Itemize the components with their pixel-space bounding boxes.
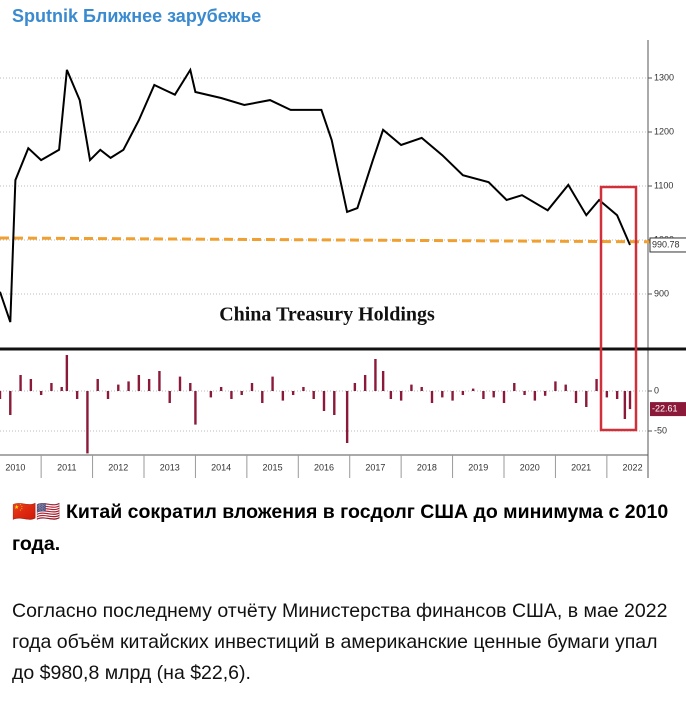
bar [410, 384, 413, 391]
bar [502, 391, 506, 403]
bar [399, 391, 403, 401]
chart-title: China Treasury Holdings [219, 304, 435, 326]
y-tick-label: 0 [654, 385, 659, 395]
bar [137, 375, 141, 391]
bar [261, 391, 264, 403]
bar [75, 391, 79, 399]
reference-line [0, 236, 686, 244]
bar [0, 391, 2, 399]
bar [574, 391, 578, 403]
channel-name[interactable]: Sputnik Ближнее зарубежье [12, 6, 262, 26]
bar [461, 391, 465, 395]
bar [595, 379, 598, 391]
bar [312, 391, 315, 399]
last-value-box [650, 402, 686, 417]
bar [492, 391, 495, 398]
bar [127, 381, 130, 391]
bar [623, 391, 627, 419]
bar [29, 379, 33, 391]
bar [209, 391, 213, 398]
bar [533, 391, 537, 401]
x-tick-label: 2015 [263, 462, 283, 472]
x-tick-label: 2021 [571, 462, 591, 472]
bar [381, 371, 385, 391]
bar [482, 391, 485, 399]
bar [106, 391, 110, 399]
bar [271, 376, 274, 391]
bar [564, 384, 567, 391]
bar [178, 376, 182, 391]
x-tick-label: 2020 [520, 462, 540, 472]
bar [194, 391, 197, 425]
x-tick-label: 2022 [623, 462, 643, 472]
x-tick-label: 2016 [314, 462, 334, 472]
x-tick-label: 2017 [365, 462, 385, 472]
bar [189, 383, 192, 391]
y-tick-label: 1100 [654, 180, 673, 190]
bar [281, 391, 285, 401]
bar [345, 391, 349, 443]
bar [96, 379, 99, 391]
chart-background [0, 40, 686, 480]
bar [430, 391, 434, 403]
bar [250, 383, 254, 391]
bar [363, 375, 367, 391]
bar [585, 391, 588, 407]
bar [117, 384, 120, 391]
bar [168, 391, 171, 403]
bar [513, 383, 516, 391]
bar [230, 391, 233, 399]
highlight-box [599, 185, 638, 432]
bar [50, 383, 53, 391]
bar [420, 387, 423, 391]
bar [333, 391, 336, 415]
bar [147, 379, 151, 391]
bar [322, 391, 326, 411]
last-value-label: 990.78 [652, 239, 680, 249]
x-tick-label: 2018 [417, 462, 437, 472]
bar [441, 391, 444, 398]
last-value-box [649, 237, 686, 253]
bar [628, 391, 632, 410]
x-tick-label: 2012 [108, 462, 128, 472]
bar [543, 391, 547, 396]
bar [60, 387, 63, 391]
x-tick-label: 2014 [211, 462, 231, 472]
bar [19, 375, 22, 391]
x-tick-label: 2013 [160, 462, 180, 472]
bar [389, 391, 393, 399]
bar [240, 391, 243, 395]
bar [353, 383, 357, 391]
bar [158, 371, 161, 391]
bar [302, 387, 305, 391]
y-tick-label: 900 [654, 288, 669, 298]
post-body: Согласно последнему отчёту Министерства … [12, 600, 668, 684]
bar [291, 391, 295, 395]
bar [471, 388, 475, 391]
y-tick-label: 1300 [654, 72, 674, 82]
x-tick-label: 2010 [5, 462, 25, 472]
bar [65, 355, 69, 391]
bar [39, 391, 43, 395]
y-tick-label: 1200 [654, 126, 674, 136]
bar [554, 381, 557, 391]
y-tick-label: -50 [654, 425, 667, 435]
x-tick-label: 2011 [57, 462, 76, 472]
bar [219, 387, 223, 391]
line-series [0, 67, 631, 323]
bar [615, 391, 619, 399]
last-value-label: -22.61 [652, 403, 678, 413]
headline: 🇨🇳🇺🇸 Китай сократил вложения в госдолг С… [12, 501, 669, 555]
chart: China Treasury Holdings 9001000110012001… [0, 40, 686, 480]
bar [523, 391, 526, 395]
bar [9, 391, 12, 415]
bar [605, 391, 609, 398]
bar [451, 391, 454, 401]
bar [374, 359, 377, 391]
bar [86, 391, 89, 454]
x-tick-label: 2019 [468, 462, 488, 472]
